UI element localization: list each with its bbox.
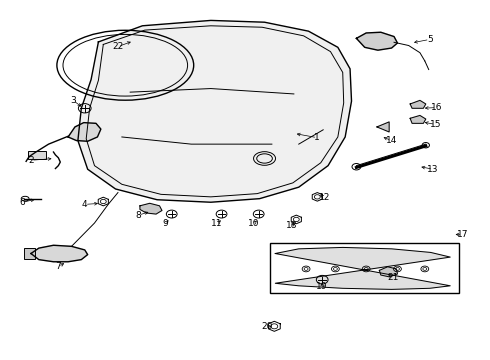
Text: 1: 1 <box>315 133 320 142</box>
Polygon shape <box>410 100 426 108</box>
Text: 20: 20 <box>261 322 272 331</box>
Text: 14: 14 <box>386 136 397 145</box>
Text: 21: 21 <box>387 273 398 282</box>
Polygon shape <box>68 123 101 141</box>
Text: 13: 13 <box>427 165 439 174</box>
Text: 12: 12 <box>318 193 330 202</box>
Text: 5: 5 <box>427 35 433 44</box>
Polygon shape <box>275 247 450 289</box>
Text: 8: 8 <box>136 211 141 220</box>
Text: 2: 2 <box>28 156 34 165</box>
Bar <box>270 243 459 293</box>
Polygon shape <box>379 267 397 277</box>
Text: 15: 15 <box>430 120 441 129</box>
Polygon shape <box>78 21 351 202</box>
Text: 11: 11 <box>211 219 223 228</box>
Text: 10: 10 <box>248 219 260 228</box>
Bar <box>24 248 35 259</box>
Polygon shape <box>140 203 162 214</box>
Polygon shape <box>410 116 426 123</box>
Bar <box>27 151 46 159</box>
Polygon shape <box>377 122 389 132</box>
Text: 4: 4 <box>82 200 88 209</box>
Text: 9: 9 <box>162 219 168 228</box>
Polygon shape <box>31 245 88 262</box>
Text: 16: 16 <box>431 103 442 112</box>
Text: 19: 19 <box>317 282 328 291</box>
Polygon shape <box>356 32 397 50</box>
Text: 22: 22 <box>112 42 123 51</box>
Text: 6: 6 <box>19 198 25 207</box>
Text: 7: 7 <box>55 262 61 271</box>
Text: 3: 3 <box>70 96 76 105</box>
Text: 17: 17 <box>457 230 468 239</box>
Text: 18: 18 <box>286 221 297 230</box>
